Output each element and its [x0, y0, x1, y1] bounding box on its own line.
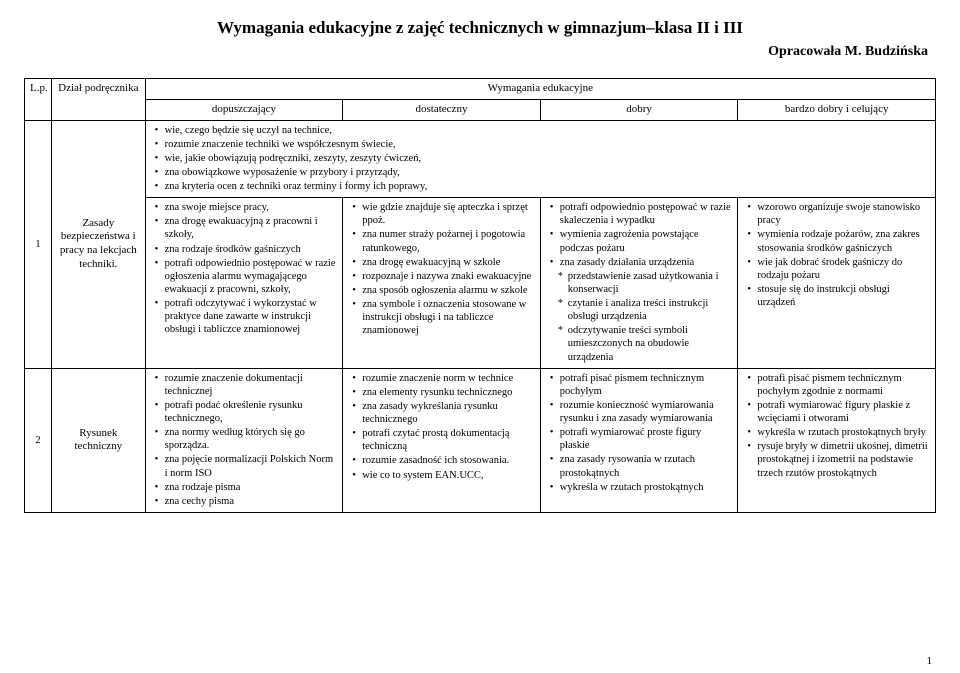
list-item: wie co to system EAN.UCC,: [350, 469, 535, 482]
list-item: potrafi czytać prostą dokumentacją techn…: [350, 427, 535, 453]
cell-r2-c1: rozumie znaczenie dokumentacji techniczn…: [145, 368, 343, 512]
list-item: zna zasady rysowania w rzutach prostokąt…: [548, 453, 733, 479]
header-grade-3: dobry: [540, 99, 738, 120]
page-number: 1: [927, 655, 933, 667]
page-title: Wymagania edukacyjne z zajęć technicznyc…: [24, 18, 936, 38]
list-item: potrafi odpowiednio postępować w razie o…: [153, 257, 338, 296]
table-row: zna swoje miejsce pracy, zna drogę ewaku…: [25, 198, 936, 369]
table-row: 1 Zasady bezpieczeństwa i pracy na lekcj…: [25, 120, 936, 198]
header-grade-4: bardzo dobry i celujący: [738, 99, 936, 120]
list-item: zna normy według których się go sporządz…: [153, 426, 338, 452]
cell-r1-c3: potrafi odpowiednio postępować w razie s…: [540, 198, 738, 369]
header-dzial: Dział podręcznika: [52, 79, 146, 121]
list-item: zna symbole i oznaczenia stosowane w ins…: [350, 298, 535, 337]
list-item: potrafi pisać pismem technicznym pochyły…: [745, 372, 930, 398]
cell-r1-c4: wzorowo organizuje swoje stanowisko prac…: [738, 198, 936, 369]
list-item: potrafi podać określenie rysunku technic…: [153, 399, 338, 425]
header-grade-2: dostateczny: [343, 99, 541, 120]
list-item: zna sposób ogłoszenia alarmu w szkole: [350, 284, 535, 297]
table-row: 2 Rysunek techniczny rozumie znaczenie d…: [25, 368, 936, 512]
list-item: potrafi wymiarować proste figury płaskie: [548, 426, 733, 452]
list-item: rozumie znaczenie norm w technice: [350, 372, 535, 385]
cell-lp-1: 1: [25, 120, 52, 368]
list-item: zna zasady wykreślania rysunku techniczn…: [350, 400, 535, 426]
list-item: czytanie i analiza treści instrukcji obs…: [556, 297, 733, 323]
cell-r1-c1: zna swoje miejsce pracy, zna drogę ewaku…: [145, 198, 343, 369]
list-item: zna rodzaje pisma: [153, 481, 338, 494]
list-item: wie, czego będzie się uczył na technice,: [153, 124, 930, 137]
list-item: wykreśla w rzutach prostokątnych: [548, 481, 733, 494]
list-item: rozumie zasadność ich stosowania.: [350, 454, 535, 467]
list-item: wzorowo organizuje swoje stanowisko prac…: [745, 201, 930, 227]
list-item: zna numer straży pożarnej i pogotowia ra…: [350, 228, 535, 254]
header-row-2: dopuszczający dostateczny dobry bardzo d…: [25, 99, 936, 120]
cell-lp-2: 2: [25, 368, 52, 512]
header-row-1: L.p. Dział podręcznika Wymagania edukacy…: [25, 79, 936, 100]
list-item: przedstawienie zasad użytkowania i konse…: [556, 270, 733, 296]
list-item: wykreśla w rzutach prostokątnych bryły: [745, 426, 930, 439]
list-item: wie gdzie znajduje się apteczka i sprzęt…: [350, 201, 535, 227]
cell-intro-1: wie, czego będzie się uczył na technice,…: [145, 120, 935, 198]
list-item: zna cechy pisma: [153, 495, 338, 508]
list-item: potrafi odpowiednio postępować w razie s…: [548, 201, 733, 227]
list-item: rozpoznaje i nazywa znaki ewakuacyjne: [350, 270, 535, 283]
cell-r2-c2: rozumie znaczenie norm w technice zna el…: [343, 368, 541, 512]
header-grade-1: dopuszczający: [145, 99, 343, 120]
list-item: stosuje się do instrukcji obsługi urządz…: [745, 283, 930, 309]
list-item: zna pojęcie normalizacji Polskich Norm i…: [153, 453, 338, 479]
list-item: wie jak dobrać środek gaśniczy do rodzaj…: [745, 256, 930, 282]
list-item: wymienia zagrożenia powstające podczas p…: [548, 228, 733, 254]
list-item: wymienia rodzaje pożarów, zna zakres sto…: [745, 228, 930, 254]
list-item: zna kryteria ocen z techniki oraz termin…: [153, 180, 930, 193]
cell-r2-c4: potrafi pisać pismem technicznym pochyły…: [738, 368, 936, 512]
list-item: zna rodzaje środków gaśniczych: [153, 243, 338, 256]
list-item: zna obowiązkowe wyposażenie w przybory i…: [153, 166, 930, 179]
list-item: zna zasady działania urządzenia: [548, 256, 733, 269]
list-item: zna drogę ewakuacyjną w szkole: [350, 256, 535, 269]
cell-r1-c2: wie gdzie znajduje się apteczka i sprzęt…: [343, 198, 541, 369]
list-item: potrafi odczytywać i wykorzystać w prakt…: [153, 297, 338, 336]
cell-r2-c3: potrafi pisać pismem technicznym pochyły…: [540, 368, 738, 512]
list-item: rozumie znaczenie techniki we współczesn…: [153, 138, 930, 151]
list-item: zna swoje miejsce pracy,: [153, 201, 338, 214]
header-wym: Wymagania edukacyjne: [145, 79, 935, 100]
cell-dzial-1: Zasady bezpieczeństwa i pracy na lekcjac…: [52, 120, 146, 368]
list-item: wie, jakie obowiązują podręczniki, zeszy…: [153, 152, 930, 165]
list-item: potrafi wymiarować figury płaskie z wcię…: [745, 399, 930, 425]
header-lp: L.p.: [25, 79, 52, 121]
list-item: potrafi pisać pismem technicznym pochyły…: [548, 372, 733, 398]
list-item: zna drogę ewakuacyjną z pracowni i szkoł…: [153, 215, 338, 241]
requirements-table: L.p. Dział podręcznika Wymagania edukacy…: [24, 78, 936, 513]
list-item: zna elementy rysunku technicznego: [350, 386, 535, 399]
list-item: rysuje bryły w dimetrii ukośnej, dimetri…: [745, 440, 930, 479]
list-item: rozumie konieczność wymiarowania rysunku…: [548, 399, 733, 425]
list-item: rozumie znaczenie dokumentacji techniczn…: [153, 372, 338, 398]
cell-dzial-2: Rysunek techniczny: [52, 368, 146, 512]
list-item: odczytywanie treści symboli umieszczonyc…: [556, 324, 733, 363]
author-label: Opracowała M. Budzińska: [24, 44, 928, 60]
